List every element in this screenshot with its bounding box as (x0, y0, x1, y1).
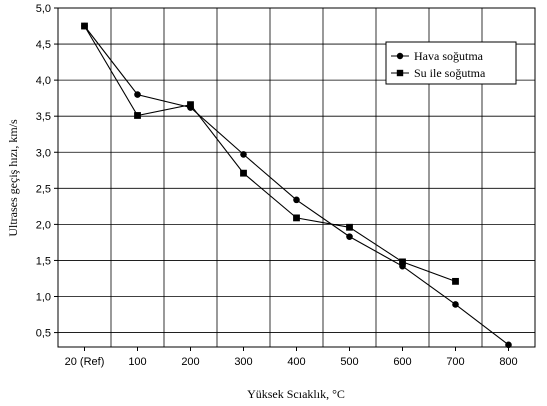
data-point-su-ile-sogutma (346, 223, 353, 231)
x-tick-label: 700 (446, 356, 464, 368)
y-tick-label: 3,5 (36, 111, 51, 123)
data-point-hava-sogutma (293, 196, 300, 204)
data-point-hava-sogutma (240, 151, 247, 158)
y-tick-label: 5,0 (36, 3, 51, 15)
data-point-hava-sogutma (134, 91, 141, 98)
x-tick-label: 200 (181, 356, 199, 368)
series-line-su-ile-sogutma (84, 25, 456, 282)
series-group (81, 22, 512, 349)
x-tick-label: 800 (499, 356, 517, 368)
y-tick-label: 1,0 (36, 292, 51, 304)
legend-marker-circle (396, 52, 404, 60)
x-tick-label: 600 (393, 356, 411, 368)
y-tick-label: 2,0 (36, 219, 51, 231)
x-tick-label: 300 (234, 356, 252, 368)
data-point-su-ile-sogutma (240, 169, 247, 177)
y-axis-title: Ultrases geçiş hızı, km/s (6, 119, 20, 237)
y-axis-ticks: 0,5 1,0 1,5 2,0 2,5 3,0 3,5 4,0 4,5 5,0 (36, 3, 58, 340)
y-tick-label: 0,5 (36, 328, 51, 340)
x-tick-label: 400 (287, 356, 305, 368)
legend-label-hava: Hava soğutma (414, 49, 484, 63)
x-axis-ticks: 20 (Ref) 100 200 300 400 500 600 700 800 (65, 347, 518, 368)
legend-marker-square (396, 69, 404, 77)
x-axis-title: Yüksek Scıaklık, °C (247, 387, 345, 401)
y-tick-label: 2,5 (36, 183, 51, 195)
y-tick-label: 4,0 (36, 75, 51, 87)
data-point-hava-sogutma (452, 301, 459, 308)
legend-label-su: Su ile soğutma (414, 66, 486, 80)
x-tick-label: 20 (Ref) (65, 356, 105, 368)
data-point-hava-sogutma (505, 341, 512, 349)
data-point-su-ile-sogutma (187, 101, 194, 109)
y-tick-label: 1,5 (36, 255, 51, 267)
data-point-su-ile-sogutma (134, 112, 141, 119)
data-point-hava-sogutma (346, 233, 353, 240)
legend: Hava soğutma Su ile soğutma (385, 41, 517, 85)
legend-box (385, 41, 517, 85)
data-point-su-ile-sogutma (452, 277, 459, 285)
x-tick-label: 500 (340, 356, 358, 368)
data-point-su-ile-sogutma (399, 258, 406, 266)
data-point-su-ile-sogutma (293, 214, 300, 222)
y-tick-label: 3,0 (36, 147, 51, 159)
y-tick-label: 4,5 (36, 39, 51, 51)
data-point-su-ile-sogutma (81, 22, 88, 30)
x-tick-label: 100 (128, 356, 146, 368)
